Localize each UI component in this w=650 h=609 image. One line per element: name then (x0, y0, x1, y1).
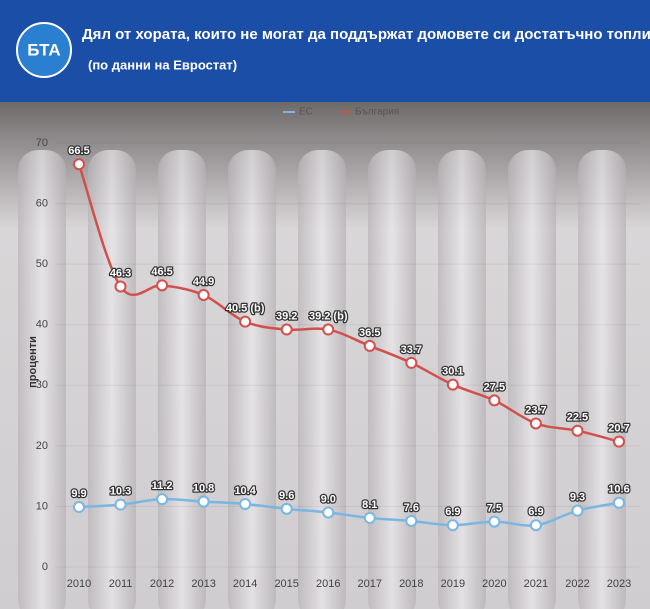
data-point (114, 498, 127, 511)
data-point (114, 280, 127, 293)
data-label: 7.6 (404, 502, 419, 514)
x-tick-label: 2011 (109, 578, 133, 590)
data-point (239, 498, 252, 511)
data-label: 30.1 (442, 366, 463, 378)
series-line (77, 163, 620, 443)
data-label: 23.7 (525, 404, 546, 416)
data-point (529, 417, 542, 430)
data-label: 10.6 (608, 484, 629, 496)
logo (16, 22, 72, 78)
data-label: 66.5 (68, 145, 89, 157)
rib (228, 150, 276, 609)
rib (578, 150, 626, 609)
data-label: 10.8 (193, 482, 214, 494)
data-label: 9.6 (279, 490, 294, 502)
x-tick-label: 2018 (399, 578, 423, 590)
y-tick-label: 30 (36, 379, 48, 391)
data-point (73, 158, 85, 171)
background-ribs (18, 150, 626, 609)
data-label: 10.4 (234, 485, 256, 497)
data-label: 8.1 (362, 499, 377, 511)
x-tick-label: 2022 (565, 578, 589, 590)
data-point (571, 424, 584, 437)
x-tick-label: 2019 (441, 578, 465, 590)
data-point (488, 394, 501, 407)
data-point (571, 504, 584, 517)
rib (298, 150, 346, 609)
logo-text: БТА (27, 40, 60, 59)
data-label: 6.9 (528, 506, 543, 518)
title: Дял от хората, които не могат да поддърж… (82, 26, 650, 43)
data-label: 9.9 (71, 488, 86, 500)
data-point (322, 323, 335, 336)
y-tick-label: 70 (36, 137, 48, 149)
y-tick-label: 0 (42, 561, 48, 573)
data-label: 10.3 (110, 486, 131, 498)
data-label: 36.5 (359, 327, 380, 339)
x-tick-label: 2014 (233, 578, 257, 590)
x-tick-label: 2023 (607, 578, 631, 590)
data-point (363, 339, 376, 352)
data-point (488, 515, 501, 528)
data-label: 44.9 (193, 276, 214, 288)
rib (18, 150, 66, 609)
rib (368, 150, 416, 609)
y-tick-label: 50 (36, 258, 48, 270)
data-label: 9.0 (321, 493, 336, 505)
data-point (156, 493, 169, 506)
x-tick-label: 2016 (316, 578, 340, 590)
data-label: 6.9 (445, 506, 460, 518)
data-label: 20.7 (608, 423, 629, 435)
data-label: 22.5 (567, 412, 588, 424)
rib (508, 150, 556, 609)
header (0, 0, 650, 102)
rib (158, 150, 206, 609)
data-point (280, 323, 293, 336)
data-point (197, 495, 210, 508)
data-point (446, 519, 459, 532)
y-tick-label: 20 (36, 440, 48, 452)
y-tick-label: 60 (36, 197, 48, 209)
legend-label: България (355, 107, 399, 118)
data-label: 46.3 (110, 267, 131, 279)
data-label: 11.2 (152, 480, 173, 492)
data-point (446, 378, 459, 391)
data-label: 27.5 (484, 381, 505, 393)
x-tick-label: 2021 (524, 578, 548, 590)
data-label: 9.3 (570, 492, 585, 504)
rib (88, 150, 136, 609)
data-point (405, 514, 418, 527)
data-label: 40.5 (b) (226, 303, 265, 315)
data-point (613, 435, 625, 448)
data-point (529, 519, 542, 532)
y-tick-label: 40 (36, 319, 48, 331)
x-tick-label: 2017 (358, 578, 382, 590)
data-label: 39.2 (b) (309, 310, 348, 322)
x-tick-label: 2013 (191, 578, 215, 590)
data-point (197, 289, 210, 302)
x-tick-label: 2015 (274, 578, 298, 590)
data-label: 46.5 (151, 266, 172, 278)
subtitle: (по данни на Евростат) (88, 57, 237, 72)
data-point (280, 502, 293, 515)
x-tick-label: 2020 (482, 578, 506, 590)
data-point (613, 496, 625, 509)
x-tick-label: 2010 (67, 578, 91, 590)
data-label: 39.2 (276, 310, 297, 322)
rib (438, 150, 486, 609)
data-label: 33.7 (401, 344, 422, 356)
x-tick-label: 2012 (150, 578, 174, 590)
data-label: 7.5 (487, 502, 502, 514)
data-point (239, 315, 252, 328)
legend-label: ЕС (299, 107, 313, 118)
data-point (156, 279, 169, 292)
y-axis-label: проценти (27, 336, 39, 388)
data-point (363, 511, 376, 524)
data-point (322, 506, 335, 519)
data-point (73, 501, 85, 514)
y-tick-label: 10 (36, 500, 48, 512)
data-point (405, 356, 418, 369)
